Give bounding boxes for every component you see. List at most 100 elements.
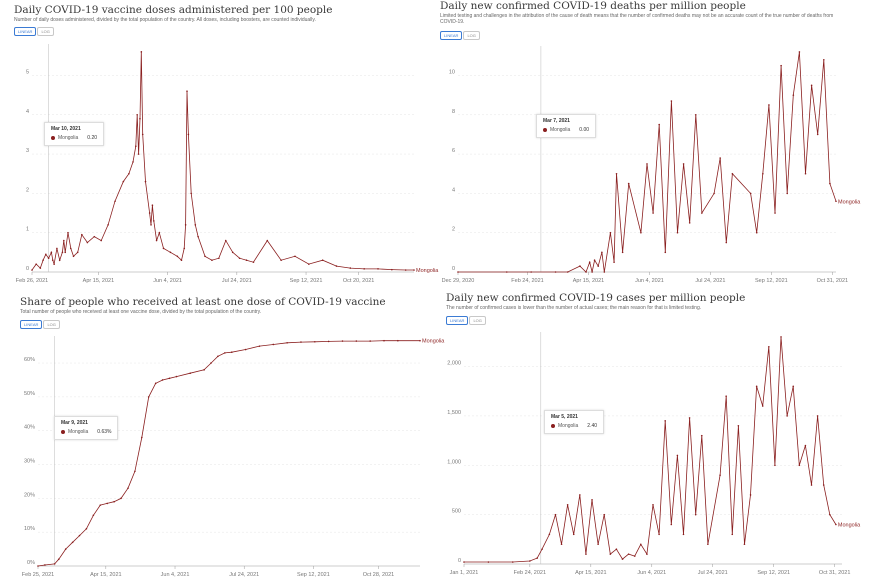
linear-button[interactable]: LINEAR [440, 31, 463, 40]
data-point [762, 172, 764, 175]
data-point [238, 257, 241, 260]
scale-toggle: LINEAR LOG [440, 31, 480, 40]
scale-toggle: LINEAR LOG [20, 320, 60, 329]
linear-button[interactable]: LINEAR [14, 27, 37, 36]
log-button[interactable]: LOG [463, 31, 480, 40]
data-point [829, 182, 831, 185]
data-point [419, 339, 421, 342]
data-point [230, 351, 233, 354]
series-line [37, 340, 420, 567]
data-point [652, 503, 654, 506]
chart-panel-share: Share of people who received at least on… [20, 296, 445, 580]
y-tick-label: 500 [452, 509, 461, 515]
data-point [609, 231, 612, 234]
y-tick-label: 1 [26, 227, 29, 233]
x-tick-label: Jul 24, 2021 [222, 278, 252, 284]
data-point [150, 224, 152, 226]
tooltip-value: 0.20 [87, 135, 98, 141]
data-point [591, 271, 593, 273]
data-point [688, 417, 691, 419]
series-end-label: Mongolia [422, 339, 445, 345]
tooltip-row: Mongolia 2.40 [551, 423, 597, 429]
data-point [627, 182, 630, 185]
data-point [768, 346, 770, 348]
data-point [701, 212, 703, 214]
y-tick-label: 10 [449, 69, 455, 75]
tooltip-row: Mongolia 0.20 [51, 135, 97, 141]
tooltip-value: 2.40 [587, 423, 598, 429]
data-point [61, 251, 64, 254]
y-tick-label: 6 [452, 148, 455, 154]
data-point [774, 212, 776, 214]
data-point [530, 271, 532, 273]
data-point [731, 533, 734, 536]
data-point [341, 340, 344, 342]
data-point [147, 396, 150, 398]
data-point [231, 251, 234, 254]
data-point [579, 265, 581, 267]
data-point [768, 104, 770, 106]
data-point [106, 502, 109, 505]
data-point [155, 239, 158, 242]
data-point [203, 369, 205, 371]
x-tick-label: Feb 25, 2021 [22, 572, 54, 578]
data-point [308, 263, 310, 265]
log-button[interactable]: LOG [43, 320, 60, 329]
data-point [603, 513, 606, 516]
data-point [700, 434, 703, 437]
log-button[interactable]: LOG [37, 27, 54, 36]
y-tick-label: 0 [452, 266, 455, 272]
data-point [189, 372, 192, 375]
x-tick-label: Sep 12, 2021 [755, 278, 788, 284]
data-point [224, 352, 226, 354]
data-point [168, 377, 171, 380]
tooltip-date: Mar 7, 2021 [543, 118, 570, 124]
y-tick-label: 2 [452, 227, 455, 233]
data-point [682, 163, 685, 165]
series-end-label: Mongolia [416, 268, 439, 274]
data-point [615, 172, 618, 175]
tooltip-series: Mongolia [58, 135, 79, 141]
data-point [158, 231, 161, 234]
data-point [713, 192, 715, 195]
data-point [664, 420, 666, 422]
data-point [621, 251, 624, 254]
data-point [463, 561, 465, 563]
y-tick-label: 0% [27, 560, 35, 566]
data-point [597, 543, 599, 546]
linear-button[interactable]: LINEAR [20, 320, 43, 329]
chart-subtitle: Total number of people who received at l… [20, 309, 262, 315]
x-tick-label: Jun 4, 2021 [637, 570, 666, 576]
data-point [56, 247, 58, 250]
data-point [50, 251, 53, 254]
y-tick-label: 4 [452, 187, 455, 193]
x-tick-label: Jul 24, 2021 [229, 572, 259, 578]
y-tick-label: 40% [24, 425, 35, 431]
log-button[interactable]: LOG [469, 316, 486, 325]
data-point [194, 224, 197, 226]
data-point [86, 241, 89, 244]
data-point [64, 548, 67, 550]
linear-button[interactable]: LINEAR [446, 316, 469, 325]
data-point [211, 259, 213, 262]
data-point [786, 192, 789, 195]
data-point [646, 553, 648, 555]
x-tick-label: Dec 29, 2020 [442, 278, 475, 284]
data-point [829, 513, 831, 516]
data-point [141, 133, 144, 136]
tooltip-value: 0.00 [579, 127, 590, 133]
y-tick-label: 3 [26, 148, 29, 154]
data-point [148, 212, 151, 214]
data-point [572, 533, 575, 536]
data-point [175, 375, 178, 378]
data-point [258, 345, 261, 347]
data-point [180, 259, 183, 262]
data-point [810, 484, 813, 486]
data-point [127, 487, 129, 490]
data-point [601, 251, 603, 254]
chart-title: Daily new confirmed COVID-19 cases per m… [446, 292, 746, 304]
x-tick-label: Jul 24, 2021 [698, 570, 728, 576]
data-point [749, 494, 752, 496]
data-point [652, 212, 654, 214]
data-point [554, 513, 557, 516]
